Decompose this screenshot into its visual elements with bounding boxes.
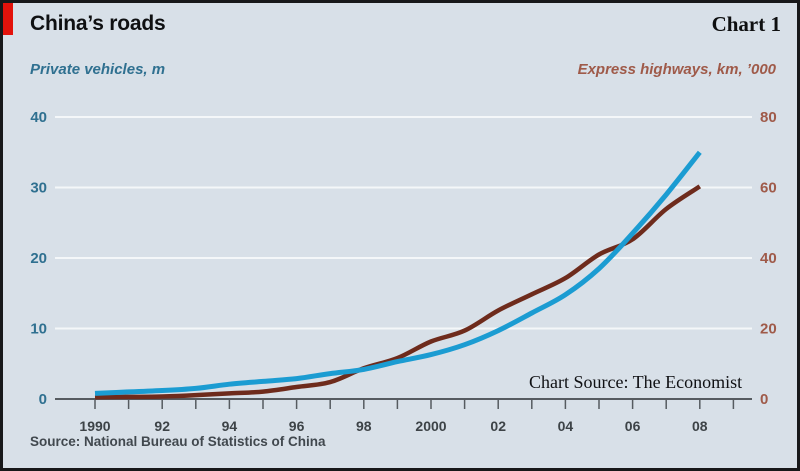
x-axis-tick-label: 08 bbox=[692, 418, 708, 434]
x-axis-tick-label: 96 bbox=[289, 418, 305, 434]
left-axis-tick-label: 0 bbox=[39, 391, 47, 408]
x-axis-tick-label: 92 bbox=[154, 418, 170, 434]
right-axis-tick-label: 80 bbox=[760, 109, 777, 126]
left-axis-series-label: Private vehicles, m bbox=[30, 61, 166, 78]
x-axis-tick-label: 2000 bbox=[415, 418, 446, 434]
right-axis-tick-label: 20 bbox=[760, 321, 777, 338]
right-axis-tick-label: 60 bbox=[760, 180, 777, 197]
express-highways-line bbox=[94, 184, 702, 400]
left-axis-tick-label: 30 bbox=[30, 180, 47, 197]
right-axis-series-label: Express highways, km, ’000 bbox=[577, 61, 776, 78]
left-axis-tick-label: 20 bbox=[30, 250, 47, 267]
x-axis-tick-label: 1990 bbox=[79, 418, 110, 434]
x-axis-tick-label: 98 bbox=[356, 418, 372, 434]
right-axis-tick-label: 40 bbox=[760, 250, 777, 267]
economist-red-tab bbox=[3, 3, 13, 35]
x-axis-tick-label: 04 bbox=[558, 418, 574, 434]
chart-source-note: Chart Source: The Economist bbox=[529, 372, 743, 392]
right-axis-tick-label: 0 bbox=[760, 391, 768, 408]
chart-number-tag: Chart 1 bbox=[711, 12, 781, 36]
left-axis-tick-label: 10 bbox=[30, 321, 47, 338]
data-source-note: Source: National Bureau of Statistics of… bbox=[30, 434, 326, 449]
left-axis-tick-label: 40 bbox=[30, 109, 47, 126]
x-axis-tick-label: 02 bbox=[490, 418, 506, 434]
chart-title: China’s roads bbox=[30, 12, 166, 35]
private-vehicles-line bbox=[94, 150, 702, 396]
x-axis-tick-label: 94 bbox=[222, 418, 238, 434]
x-axis-tick-label: 06 bbox=[625, 418, 641, 434]
chart-svg: 0 10 20 30 40 0 20 40 60 80 1990 92 94 96 98 2000 02 04 06… bbox=[30, 109, 777, 434]
